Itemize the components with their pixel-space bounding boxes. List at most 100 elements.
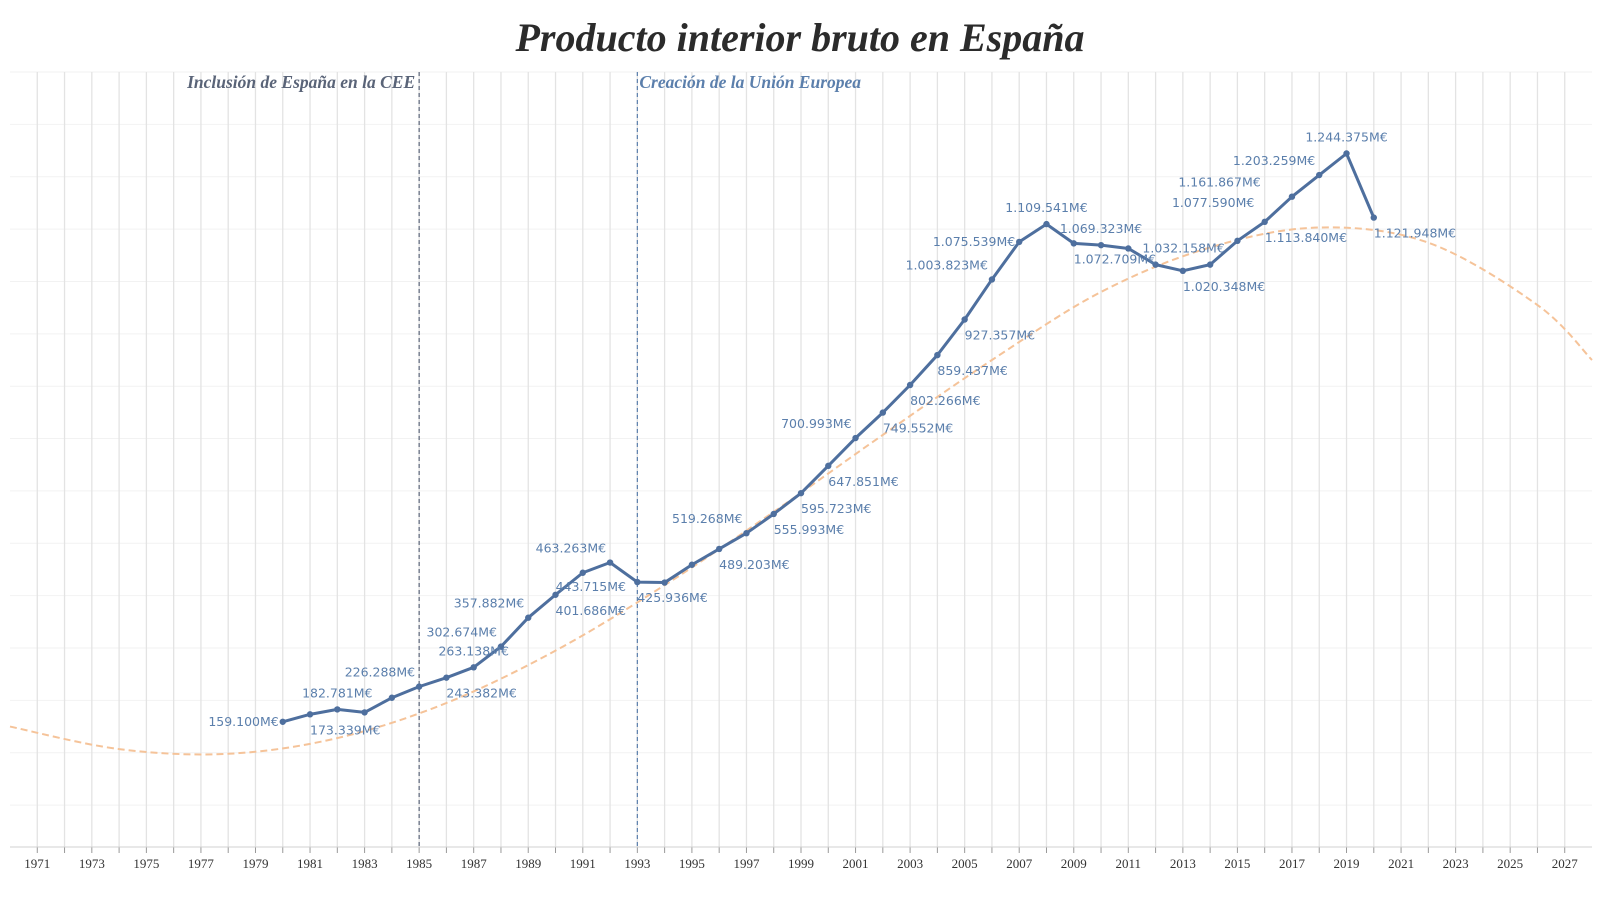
x-tick-label: 2007 [1006,856,1033,871]
data-label: 1.203.259M€ [1233,153,1315,168]
data-label: 700.993M€ [781,416,851,431]
trend-line [9,226,1593,756]
x-tick-label: 2017 [1279,856,1306,871]
data-point [1179,267,1187,275]
data-point [934,351,941,359]
data-point [961,316,968,323]
data-label: 263.138M€ [438,643,508,658]
x-tick-label: 1977 [188,856,215,871]
data-point [334,706,341,713]
data-label: 555.993M€ [774,522,844,537]
x-tick-label: 2001 [843,856,869,871]
data-point [1343,150,1350,157]
data-point [1152,261,1159,268]
x-tick-label: 1989 [515,856,541,871]
data-point [306,711,314,718]
data-label: 173.339M€ [310,722,380,737]
data-label: 1.244.375M€ [1305,129,1387,144]
series-layer [279,150,1377,725]
data-point [470,664,477,671]
x-tick-label: 1971 [24,856,50,871]
data-point [715,545,723,553]
data-label: 802.266M€ [910,393,980,408]
x-tick-label: 2023 [1443,856,1469,871]
x-tick-label: 1991 [570,856,596,871]
data-label: 519.268M€ [672,511,742,526]
data-label: 1.072.709M€ [1074,251,1156,266]
data-label: 859.437M€ [937,363,1007,378]
data-point [906,381,914,389]
x-tick-label: 1973 [79,856,105,871]
x-tick-label: 1987 [461,856,488,871]
data-label: 749.552M€ [883,421,953,436]
data-point [1070,240,1077,247]
data-point [634,578,641,586]
x-tick-label: 2021 [1388,856,1414,871]
data-label: 401.686M€ [556,603,626,618]
data-point [879,409,887,416]
data-label: 595.723M€ [801,501,871,516]
x-tick-label: 1995 [679,856,705,871]
data-label: 647.851M€ [828,474,898,489]
data-label: 1.075.539M€ [933,234,1015,249]
data-point [1288,193,1296,200]
data-label: 1.161.867M€ [1178,175,1260,190]
x-tick-label: 2011 [1116,856,1142,871]
data-label: 425.936M€ [637,590,707,605]
reference-line-label: Creación de la Unión Europea [639,72,861,92]
x-axis: 1971 1973 1975 1977 1979 1981 1983 1985 1987 1989… [10,846,1592,871]
data-label: 1.069.323M€ [1060,221,1142,236]
reference-line-label: Inclusión de España en la CEE [186,72,415,92]
data-point [1097,241,1105,249]
data-label: 1.077.590M€ [1172,195,1254,210]
reference-lines: Inclusión de España en la CEE Creación de… [186,72,861,847]
data-point [988,276,996,283]
data-label: 927.357M€ [965,327,1035,342]
data-label: 1.032.158M€ [1142,241,1224,256]
data-label: 182.781M€ [302,685,372,700]
x-tick-label: 1981 [297,856,323,871]
data-label: 1.003.823M€ [906,257,988,272]
x-tick-label: 2009 [1061,856,1087,871]
data-label: 159.100M€ [208,714,278,729]
data-point [606,559,614,566]
data-label: 226.288M€ [345,665,415,680]
x-tick-label: 1997 [733,856,760,871]
data-point [661,579,668,586]
grid-layer [10,71,1592,847]
data-point [743,529,750,537]
data-point [770,510,777,518]
data-point [361,709,368,716]
data-point [443,674,450,681]
data-label: 489.203M€ [719,557,789,572]
data-point [1016,238,1023,246]
x-tick-label: 2027 [1552,856,1579,871]
data-point [279,718,286,725]
data-point [1125,245,1132,252]
data-label: 302.674M€ [427,625,497,640]
data-label: 463.263M€ [536,541,606,556]
trend-layer [9,226,1593,756]
x-tick-label: 2003 [897,856,923,871]
data-point [1261,218,1268,226]
chart-title: Producto interior bruto en España [515,15,1085,60]
x-tick-label: 1985 [406,856,432,871]
data-point [688,561,696,568]
data-label: 1.121.948M€ [1374,226,1456,241]
data-label: 357.882M€ [454,596,524,611]
data-label: 443.715M€ [556,579,626,594]
data-point [1370,214,1377,221]
data-point [388,694,396,701]
x-tick-label: 1975 [133,856,159,871]
data-point [825,462,832,470]
data-point [552,591,559,598]
data-label: 1.109.541M€ [1005,200,1087,215]
data-point [497,643,505,650]
x-tick-label: 2015 [1224,856,1250,871]
x-tick-label: 1983 [352,856,378,871]
x-tick-label: 1979 [242,856,268,871]
x-tick-label: 2025 [1497,856,1523,871]
data-point [1206,261,1214,268]
data-point [1316,171,1323,179]
